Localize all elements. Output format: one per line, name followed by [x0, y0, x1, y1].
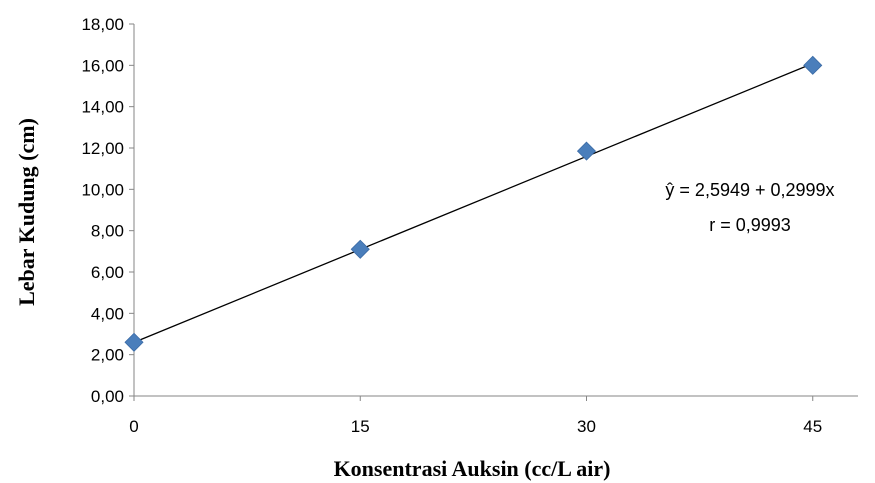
y-tick-label: 2,00 — [91, 346, 124, 365]
x-tick-label: 30 — [577, 417, 596, 436]
y-tick-label: 8,00 — [91, 222, 124, 241]
trendline — [133, 62, 813, 343]
y-tick-label: 4,00 — [91, 304, 124, 323]
regression-equation: ŷ = 2,5949 + 0,2999x — [665, 180, 834, 200]
y-tick-label: 10,00 — [81, 180, 124, 199]
x-axis-ticks: 0 15 30 45 — [129, 396, 822, 436]
y-axis-ticks: 0,00 2,00 4,00 6,00 8,00 10,00 12,00 14,00 16,00… — [81, 15, 134, 406]
data-points — [124, 55, 823, 352]
correlation-coefficient: r = 0,9993 — [709, 215, 791, 235]
y-tick-label: 18,00 — [81, 15, 124, 34]
data-point-marker — [350, 239, 370, 259]
y-tick-label: 12,00 — [81, 139, 124, 158]
data-point-marker — [576, 141, 597, 161]
y-tick-label: 6,00 — [91, 263, 124, 282]
data-point-marker — [803, 55, 823, 75]
data-point-marker — [124, 332, 144, 352]
y-tick-label: 0,00 — [91, 387, 124, 406]
x-axis-title: Konsentrasi Auksin (cc/L air) — [334, 456, 611, 481]
x-tick-label: 0 — [129, 417, 138, 436]
x-tick-label: 15 — [351, 417, 370, 436]
x-tick-label: 45 — [803, 417, 822, 436]
y-tick-label: 16,00 — [81, 56, 124, 75]
y-tick-label: 14,00 — [81, 98, 124, 117]
y-axis-title: Lebar Kudung (cm) — [14, 118, 39, 306]
